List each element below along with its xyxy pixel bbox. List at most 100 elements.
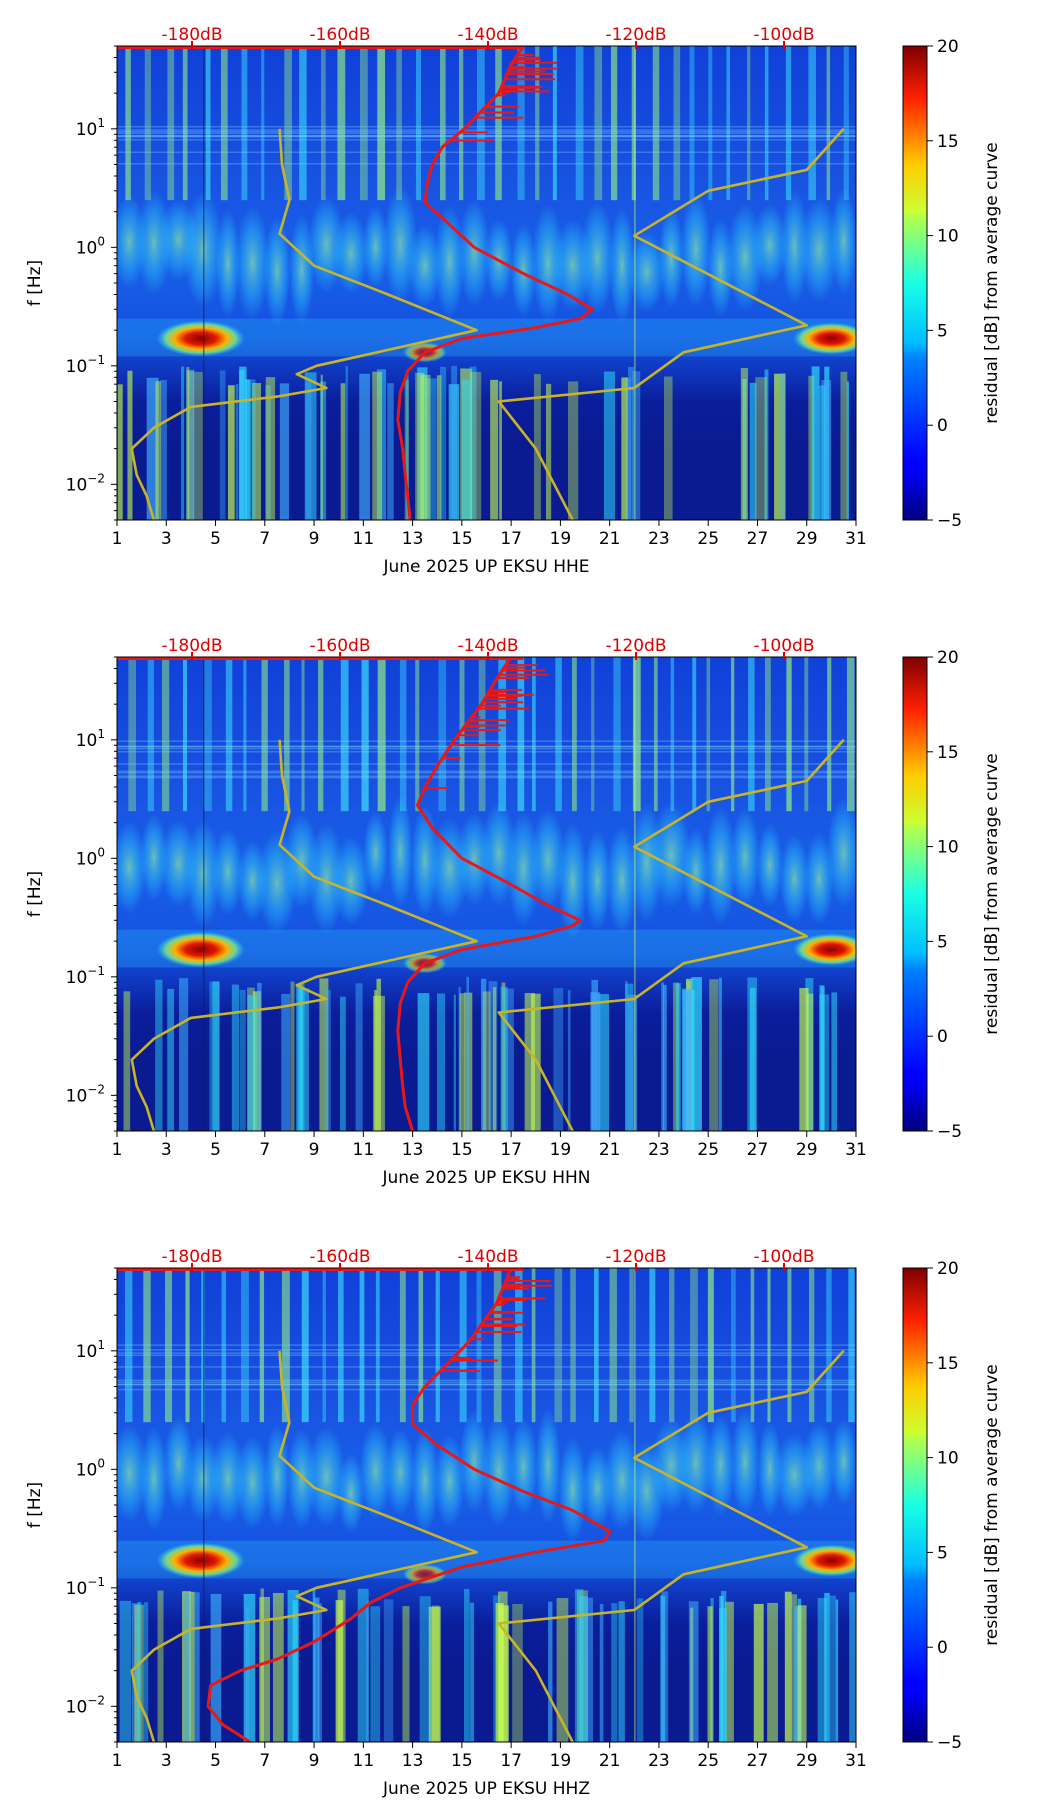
lf-band <box>725 1601 734 1742</box>
lf-band <box>490 379 499 520</box>
lf-band <box>688 1601 699 1742</box>
lf-band <box>387 383 394 520</box>
lf-band <box>131 1603 140 1742</box>
y-tick-label: 100 <box>76 234 105 258</box>
x-tick-label: 9 <box>309 529 320 549</box>
spectrogram <box>117 1268 856 1742</box>
lf-band <box>219 370 226 520</box>
lf-band <box>319 978 329 1131</box>
colorbar-tick-label: 20 <box>937 1259 959 1279</box>
lf-band <box>599 1603 604 1742</box>
x-tick-label: 29 <box>796 1751 818 1771</box>
hf-stripe <box>517 657 525 812</box>
hf-stripe <box>185 1268 190 1423</box>
diurnal-blob <box>730 1408 760 1516</box>
hf-stripe <box>498 657 507 812</box>
y-axis-label: f [Hz] <box>25 260 45 306</box>
db-tick-label: -160dB <box>309 1247 370 1267</box>
y-tick-label: 101 <box>76 727 105 751</box>
hf-stripe <box>241 46 248 201</box>
x-tick-label: 29 <box>796 529 818 549</box>
hf-stripe <box>299 46 307 201</box>
colorbar-tick-label: −5 <box>937 511 962 531</box>
diurnal-blob <box>263 216 291 327</box>
lf-band <box>451 365 458 520</box>
hf-line <box>117 775 856 777</box>
hf-stripe <box>610 46 618 201</box>
lf-band <box>808 375 815 520</box>
diurnal-blob <box>628 231 665 313</box>
lf-band <box>167 988 175 1131</box>
hf-line <box>117 771 856 774</box>
lf-band <box>436 375 442 520</box>
x-tick-label: 15 <box>451 1751 473 1771</box>
colorbar: 20 15 10 5 0 −5 residual [dB] from average cur… <box>902 1259 1002 1753</box>
lf-band <box>305 382 312 520</box>
lf-band <box>420 374 431 520</box>
x-tick-label: 7 <box>259 1140 270 1160</box>
lf-band <box>374 990 377 1131</box>
lf-band <box>281 993 291 1131</box>
db-tick-label: -100dB <box>753 1247 814 1267</box>
hf-stripe <box>182 657 188 812</box>
lf-band <box>182 1591 191 1742</box>
hf-stripe <box>731 1268 736 1423</box>
hf-stripe <box>690 1268 698 1423</box>
lf-band <box>417 367 428 520</box>
diurnal-blob <box>682 828 710 916</box>
hf-stripe <box>786 657 792 812</box>
hf-stripe <box>261 657 268 812</box>
lf-band <box>806 993 814 1131</box>
diurnal-blob <box>411 1427 439 1535</box>
lf-band <box>747 977 758 1131</box>
hf-stripe <box>459 1268 467 1423</box>
diurnal-blob <box>408 224 442 308</box>
x-tick-label: 15 <box>451 1140 473 1160</box>
colorbar-tick-label: 10 <box>937 1449 959 1469</box>
diurnal-blob <box>163 1415 194 1512</box>
hf-stripe <box>826 46 831 201</box>
x-tick-label: 13 <box>402 1140 424 1160</box>
lf-band <box>811 366 820 520</box>
lf-band <box>189 1591 195 1742</box>
hf-stripe <box>375 1268 380 1423</box>
hf-stripe <box>555 657 562 812</box>
hf-stripe <box>301 657 305 812</box>
hf-stripe <box>201 1268 205 1423</box>
diurnal-blob <box>235 1435 270 1530</box>
lf-band <box>530 993 541 1131</box>
lf-band <box>663 376 673 520</box>
hf-stripe <box>689 46 695 201</box>
hf-line <box>117 1366 856 1368</box>
lf-band <box>470 371 482 520</box>
lf-band <box>448 384 460 520</box>
lf-band <box>265 377 276 520</box>
hot-spot <box>793 1544 856 1577</box>
lf-band <box>402 1606 410 1742</box>
colorbar: 20 15 10 5 0 −5 residual [dB] from average cur… <box>902 648 1002 1142</box>
hf-stripe <box>631 46 636 201</box>
hf-stripe <box>609 1268 617 1423</box>
hf-stripe <box>554 1268 563 1423</box>
x-tick-label: 11 <box>353 1751 375 1771</box>
lf-band <box>501 982 506 1131</box>
diurnal-blob <box>752 203 787 286</box>
diurnal-blob <box>482 1415 515 1528</box>
hf-line <box>117 1384 856 1386</box>
x-tick-label: 31 <box>845 529 867 549</box>
hf-stripe <box>843 46 849 201</box>
lf-band <box>419 1596 431 1742</box>
lf-band <box>300 988 309 1131</box>
lf-band <box>265 385 271 520</box>
y-axis-label: f [Hz] <box>25 871 45 917</box>
diurnal-blob <box>802 1421 836 1511</box>
hf-stripe <box>632 657 641 812</box>
diurnal-blob <box>779 834 810 924</box>
lf-band <box>193 371 203 520</box>
marker-line <box>203 1268 205 1742</box>
db-tick-label: -180dB <box>161 636 222 656</box>
hf-stripe <box>808 46 816 201</box>
lf-band <box>466 976 469 1131</box>
hf-stripe <box>767 1268 771 1423</box>
hf-stripe <box>162 657 170 812</box>
